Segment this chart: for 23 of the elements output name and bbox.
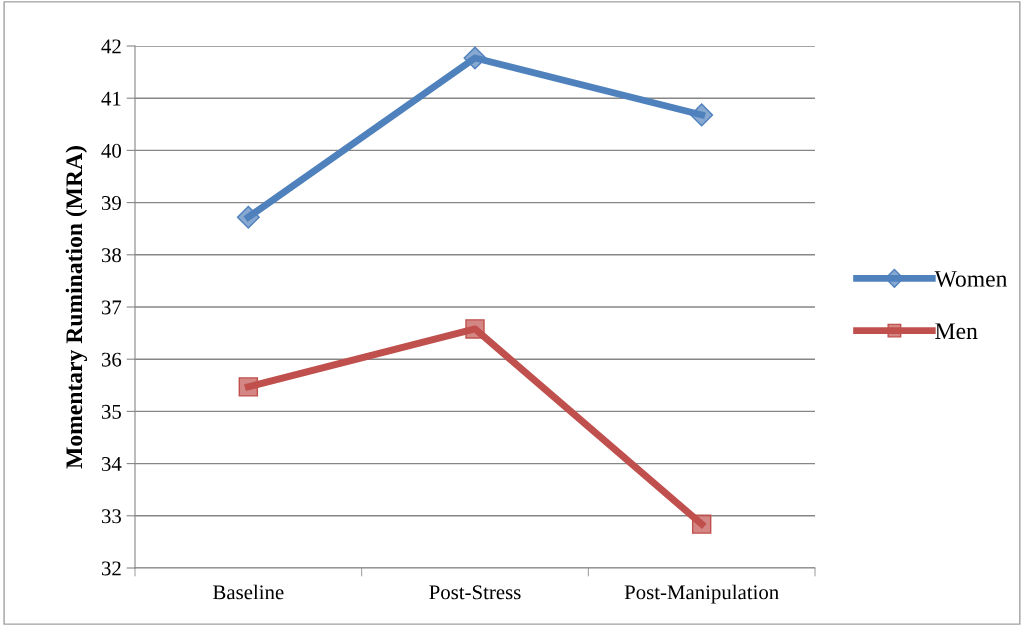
point (463, 46, 487, 70)
y-tick-label: 32 (101, 561, 121, 576)
y-tick-label: 37 (101, 300, 122, 315)
y-tick-label: 39 (101, 196, 121, 211)
y-tick-label: 40 (101, 143, 122, 158)
y-tick-label: 36 (101, 352, 122, 367)
y-tick-label: 38 (101, 248, 122, 263)
point (690, 103, 714, 127)
x-tick-label: Post-Manipulation (624, 584, 779, 604)
x-tick-label: Baseline (213, 584, 284, 600)
y-tick-label: 33 (101, 509, 121, 524)
legend-label: Men (935, 323, 978, 340)
point (465, 319, 485, 339)
point (238, 377, 259, 397)
y-tick-label: 34 (101, 457, 122, 472)
legend-label: Women (934, 271, 1008, 287)
point (236, 205, 260, 229)
x-tick-label: Post-Stress (429, 585, 521, 600)
y-tick-label: 41 (101, 91, 121, 106)
y-tick-label: 42 (101, 39, 121, 54)
point (691, 514, 712, 534)
y-axis-title: Momentary Rumination (MRA) (65, 146, 88, 469)
y-tick-label: 35 (101, 404, 121, 419)
